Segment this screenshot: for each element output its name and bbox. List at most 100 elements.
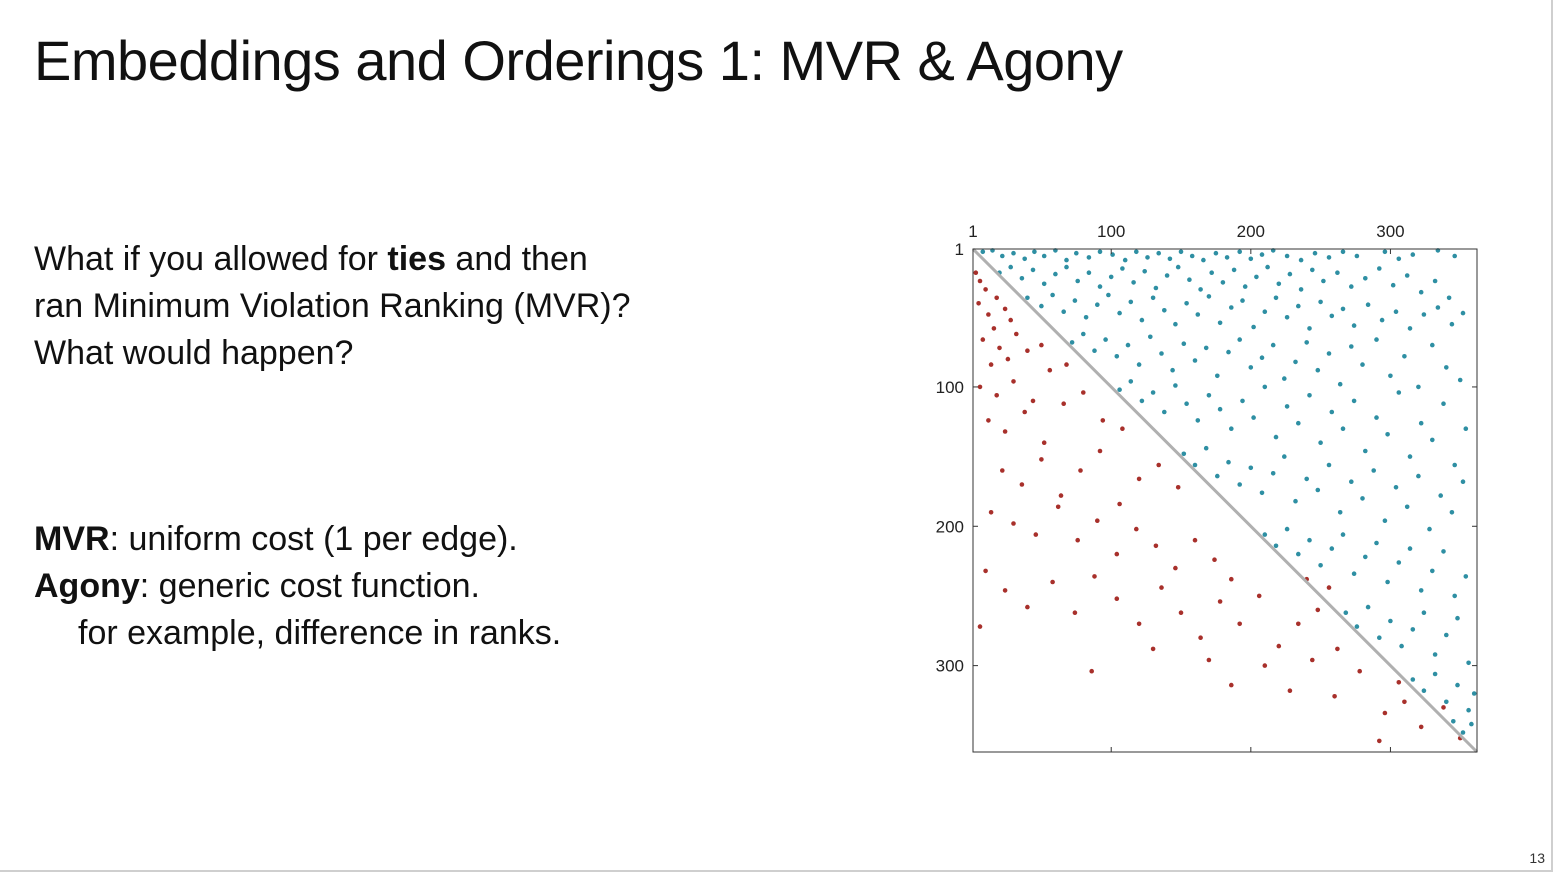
forward-edge-point [1022,256,1027,262]
forward-edge-point [1069,340,1075,345]
forward-edge-point [1189,253,1195,259]
forward-edge-point [1170,367,1175,373]
forward-edge-point [1318,299,1323,305]
forward-edge-point [1390,282,1396,288]
forward-edge-point [1181,341,1187,346]
forward-edge-point [1310,267,1315,273]
forward-edge-point [1173,383,1178,388]
forward-edge-point [1284,526,1290,532]
forward-edge-point [1399,643,1404,649]
forward-edge-point [1092,348,1097,353]
backward-edge-point [1039,457,1044,462]
backward-edge-point [1310,657,1315,663]
backward-edge-point [1198,635,1203,640]
forward-edge-point [1262,532,1268,537]
forward-edge-point [1455,682,1460,688]
forward-edge-point [1441,549,1446,554]
backward-edge-point [1114,596,1120,601]
forward-edge-point [1446,295,1452,301]
forward-edge-point [1150,295,1156,301]
backward-edge-point [1002,306,1008,312]
forward-edge-point [1340,532,1346,537]
forward-edge-point [1131,280,1136,285]
forward-edge-point [1382,518,1388,523]
forward-edge-point [1086,270,1092,275]
cost-definitions: MVR: uniform cost (1 per edge). Agony: g… [34,516,561,657]
page-number: 13 [1529,850,1545,866]
forward-edge-point [1463,426,1469,431]
forward-edge-point [1220,280,1226,285]
ranking-matrix-plot: 1 100 200 300 1 100 200 300 [936,222,1479,754]
forward-edge-point [1404,504,1410,510]
forward-edge-point [1427,526,1432,532]
backward-edge-point [1030,398,1036,404]
backward-edge-point [1100,418,1106,423]
question-line-1-end: and then [445,240,588,278]
forward-edge-point [1248,256,1254,262]
forward-edge-point [1095,302,1100,307]
question-text: What if you allowed for ties and then ra… [34,236,630,377]
forward-edge-point [1206,393,1212,398]
forward-edge-point [1349,479,1354,485]
forward-edge-point [1231,267,1237,273]
forward-edge-point [980,249,986,255]
slide-border-bottom [0,870,1553,872]
forward-edge-point [1382,249,1388,255]
forward-edge-point [1432,278,1438,284]
agony-example: for example, difference in ranks. [78,614,562,652]
question-line-1: What if you allowed for ties and then [34,236,630,283]
forward-edge-point [1237,482,1242,487]
forward-edge-point [1457,377,1463,383]
backward-edge-point [1173,565,1178,571]
backward-edge-point [988,510,994,515]
forward-edge-point [1259,490,1265,496]
forward-edge-point [1340,249,1346,255]
forward-edge-point [1444,365,1449,370]
forward-edge-point [1455,615,1460,621]
forward-edge-point [1075,278,1080,284]
backward-edge-point [1014,331,1019,337]
forward-edge-point [1064,257,1069,263]
forward-edge-point [1463,574,1469,579]
backward-edge-point [1011,521,1016,526]
backward-edge-point [977,278,983,284]
forward-edge-point [1416,473,1421,479]
question-line-2: ran Minimum Violation Ranking (MVR)? [34,287,631,325]
backward-edge-point [1047,367,1053,373]
forward-edge-point [1237,249,1242,255]
backward-edge-point [1315,607,1321,613]
forward-edge-point [1388,373,1393,379]
forward-edge-point [1460,479,1466,485]
forward-edge-point [1418,420,1424,426]
backward-edge-point [1276,643,1282,649]
forward-edge-point [1284,253,1290,259]
forward-edge-point [1251,324,1256,330]
backward-edge-point [1237,621,1242,627]
backward-edge-point [1178,610,1184,615]
forward-edge-point [1435,305,1441,310]
backward-edge-point [1332,694,1337,699]
forward-edge-point [1083,315,1089,320]
forward-edge-point [1025,295,1030,301]
forward-edge-point [1240,398,1245,404]
forward-edge-point [1326,351,1332,356]
question-line-3: What would happen? [34,334,354,372]
backward-edge-point [976,301,981,306]
backward-edge-point [1022,409,1027,415]
forward-edge-point [1304,476,1309,482]
forward-edge-point [1452,253,1457,259]
forward-edge-point [1270,342,1276,348]
mvr-description: : uniform cost (1 per edge). [109,520,518,558]
forward-edge-point [1321,278,1326,284]
forward-edge-point [1354,624,1360,629]
forward-edge-point [1019,276,1025,281]
backward-edge-point [994,295,999,301]
x-tick-label: 300 [1376,222,1404,241]
forward-edge-point [1215,373,1220,379]
forward-edge-point [1318,563,1323,568]
backward-edge-point [1377,738,1382,744]
forward-edge-point [1335,270,1340,275]
forward-edge-point [1374,415,1379,420]
forward-edge-point [1273,295,1279,301]
